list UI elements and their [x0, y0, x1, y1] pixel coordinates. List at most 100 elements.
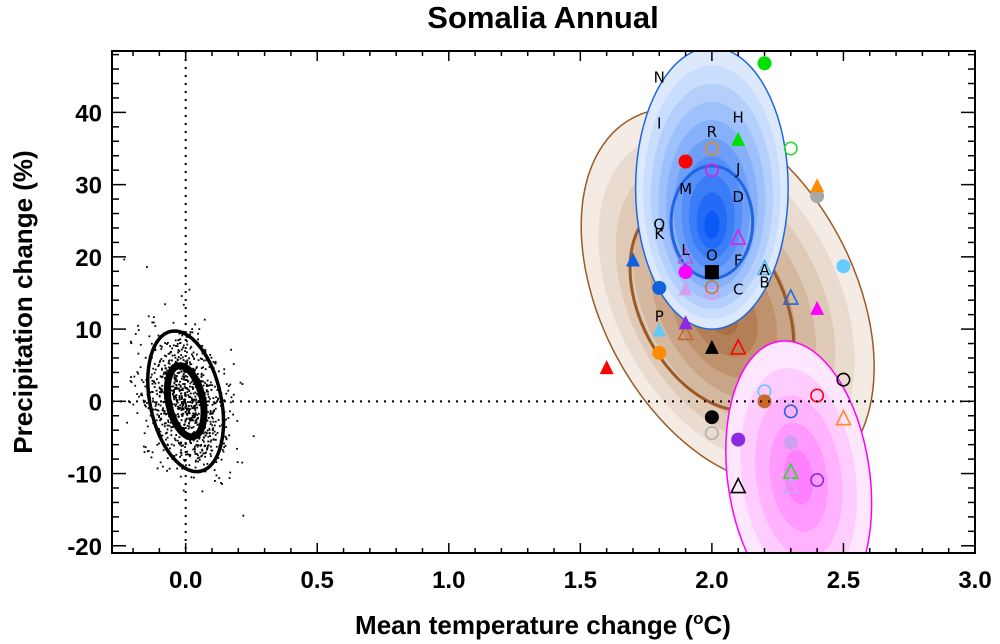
noise-point — [191, 414, 194, 417]
noise-point — [172, 392, 174, 395]
noise-point — [183, 385, 186, 388]
noise-point — [162, 407, 165, 410]
noise-point — [225, 418, 228, 421]
noise-point — [196, 353, 198, 356]
noise-point — [204, 348, 207, 351]
noise-point — [197, 444, 200, 447]
noise-point — [163, 412, 165, 415]
noise-point — [174, 439, 177, 442]
noise-point — [154, 401, 156, 404]
noise-point — [173, 390, 176, 393]
noise-point — [188, 390, 191, 392]
noise-point — [177, 415, 180, 418]
noise-point — [152, 316, 155, 319]
noise-point — [202, 359, 205, 362]
noise-point — [144, 356, 147, 359]
noise-point — [229, 410, 231, 413]
noise-point — [175, 345, 177, 347]
triangle-marker — [677, 247, 694, 264]
noise-point — [203, 463, 205, 466]
noise-point — [180, 409, 183, 411]
noise-point — [232, 363, 235, 366]
noise-point — [175, 434, 178, 436]
noise-point — [191, 416, 194, 419]
noise-point — [195, 452, 198, 455]
noise-point — [207, 440, 210, 443]
noise-point — [196, 424, 199, 426]
noise-point — [204, 382, 207, 385]
noise-point — [152, 367, 155, 370]
noise-point — [166, 457, 169, 460]
noise-point — [192, 367, 195, 370]
noise-point — [223, 399, 226, 402]
noise-point — [146, 425, 149, 428]
noise-point — [165, 438, 167, 441]
noise-point — [174, 388, 177, 390]
noise-point — [144, 405, 147, 408]
noise-point — [157, 403, 160, 406]
noise-point — [179, 380, 181, 383]
model-letter-P: P — [655, 307, 664, 325]
noise-point — [207, 384, 210, 387]
noise-point — [196, 393, 199, 395]
noise-point — [188, 361, 191, 364]
noise-point — [129, 340, 132, 343]
noise-point — [162, 391, 165, 394]
noise-point — [193, 445, 196, 448]
x-tick-label: 1.5 — [564, 567, 597, 594]
noise-point — [175, 397, 177, 399]
noise-point — [208, 427, 211, 430]
noise-point — [158, 363, 160, 366]
noise-point — [159, 344, 162, 347]
noise-point — [180, 395, 183, 397]
noise-point — [208, 428, 211, 431]
noise-point — [206, 404, 209, 407]
noise-point — [201, 449, 204, 452]
noise-point — [214, 420, 217, 423]
noise-point — [194, 412, 197, 415]
y-tick-label: 20 — [75, 245, 102, 272]
noise-point — [173, 398, 176, 401]
triangle-marker — [835, 408, 852, 426]
model-letter-C: C — [733, 281, 743, 299]
noise-point — [209, 453, 212, 455]
noise-point — [242, 514, 245, 517]
noise-point — [173, 376, 176, 379]
noise-point — [143, 451, 146, 453]
noise-point — [176, 380, 178, 383]
noise-point — [195, 398, 198, 401]
noise-point — [207, 396, 210, 398]
y-axis-label: Precipitation change (%) — [8, 150, 38, 453]
noise-point — [151, 379, 154, 382]
noise-point — [143, 404, 146, 407]
noise-point — [218, 425, 221, 428]
noise-point — [173, 374, 176, 376]
noise-point — [148, 335, 151, 338]
noise-point — [215, 474, 218, 477]
noise-point — [182, 444, 184, 447]
noise-point — [173, 455, 176, 457]
noise-point — [193, 450, 196, 453]
noise-point — [190, 353, 193, 356]
x-tick-label: 1.0 — [432, 567, 465, 594]
noise-point — [174, 405, 177, 407]
noise-point — [173, 354, 176, 357]
noise-point — [170, 443, 173, 446]
noise-point — [184, 398, 187, 401]
triangle-marker — [810, 178, 825, 193]
noise-point — [143, 432, 146, 435]
noise-point — [192, 426, 195, 428]
noise-point — [202, 366, 205, 369]
noise-point — [132, 403, 135, 406]
noise-point — [164, 367, 167, 370]
noise-point — [201, 448, 203, 451]
noise-point — [177, 387, 180, 390]
noise-point — [200, 376, 203, 378]
noise-point — [161, 409, 164, 411]
noise-point — [142, 399, 145, 402]
noise-point — [198, 404, 201, 406]
noise-point — [211, 449, 214, 452]
noise-point — [204, 368, 207, 371]
noise-point — [198, 437, 201, 440]
noise-point — [200, 444, 203, 446]
